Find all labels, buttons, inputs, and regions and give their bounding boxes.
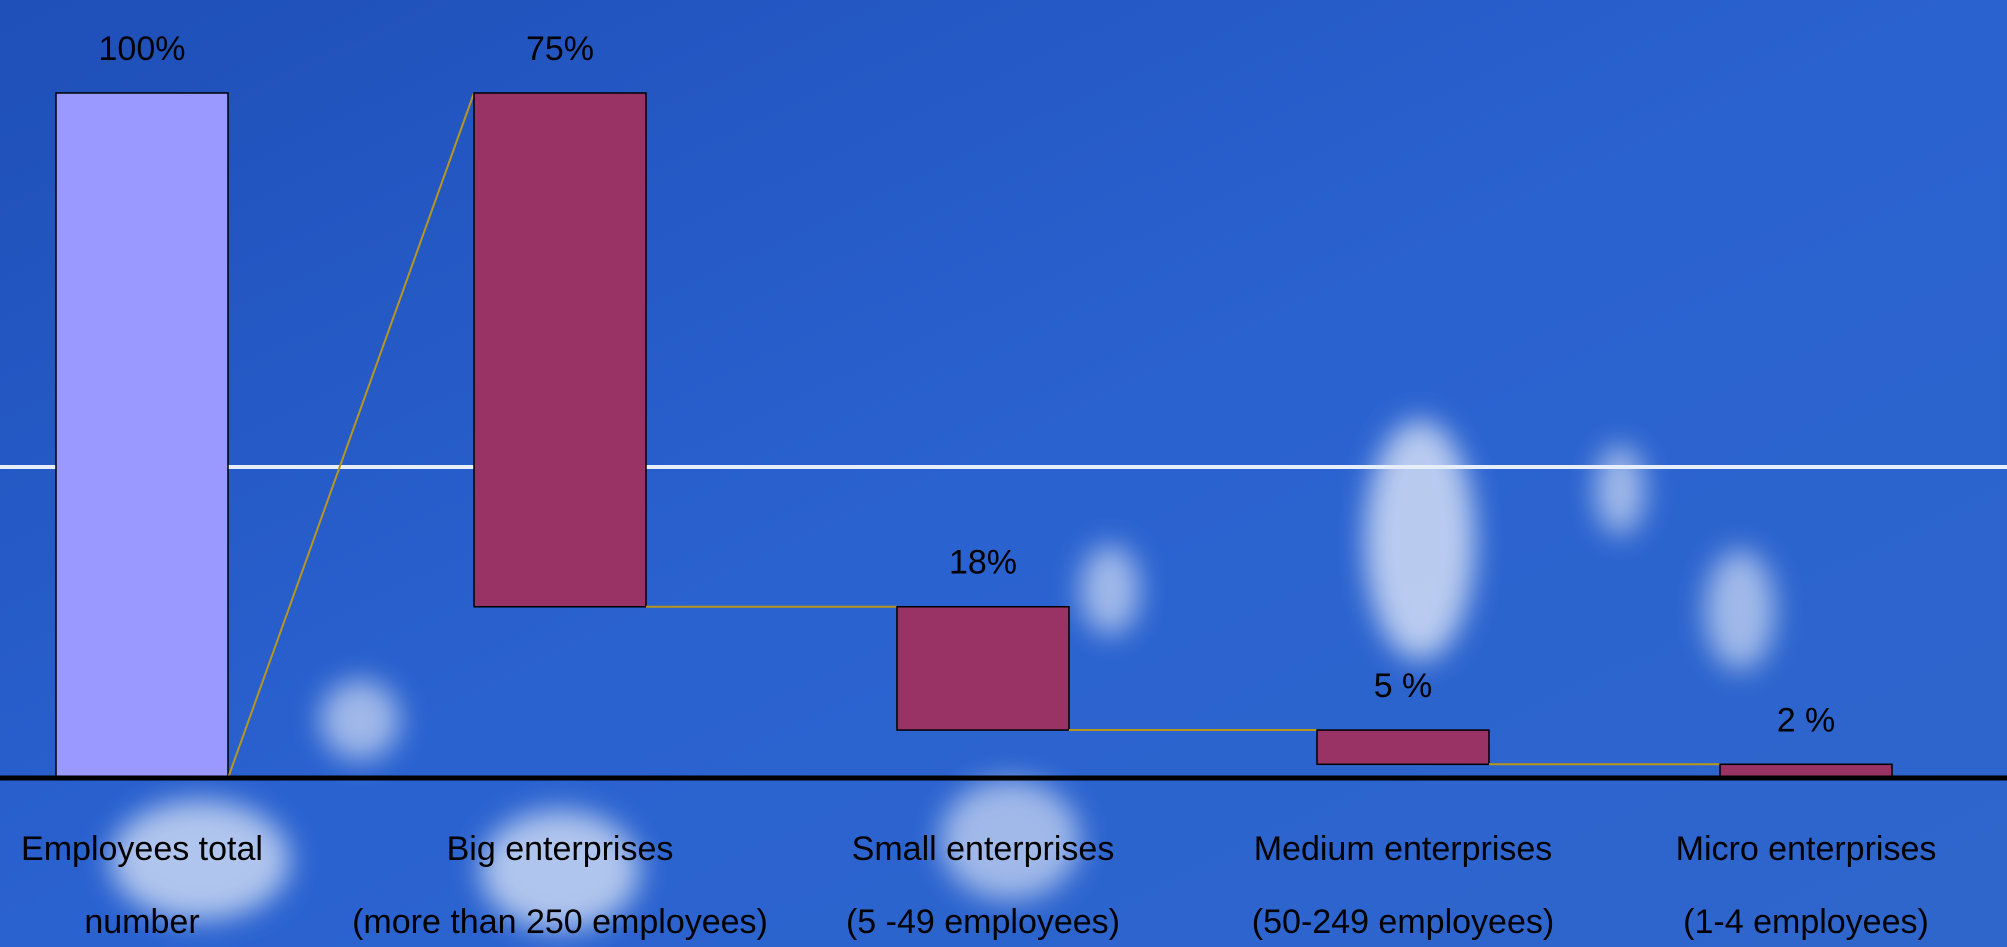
- bar: [896, 606, 1070, 731]
- value-label: 75%: [526, 30, 594, 68]
- bar: [55, 92, 229, 779]
- category-label: (1-4 employees): [1683, 903, 1929, 941]
- plot: 100% Employees total number 75% Big enterpri…: [21, 30, 1936, 941]
- category-label: Big enterprises: [447, 830, 674, 868]
- category-label: (more than 250 employees): [352, 903, 768, 941]
- bar: [473, 92, 647, 608]
- category-label: (50-249 employees): [1252, 903, 1554, 941]
- category-label: Small enterprises: [852, 830, 1115, 868]
- category-label: Employees total: [21, 830, 263, 868]
- bar: [1316, 729, 1490, 766]
- category-label: Medium enterprises: [1254, 830, 1553, 868]
- clouds: [110, 420, 1775, 930]
- value-label: 18%: [949, 544, 1017, 582]
- value-label: 2 %: [1777, 701, 1836, 739]
- connector: [227, 92, 475, 779]
- category-label: number: [84, 903, 199, 941]
- category-label: Micro enterprises: [1676, 830, 1937, 868]
- value-label: 5 %: [1374, 667, 1433, 705]
- category-label: (5 -49 employees): [846, 903, 1120, 941]
- value-label: 100%: [99, 30, 186, 68]
